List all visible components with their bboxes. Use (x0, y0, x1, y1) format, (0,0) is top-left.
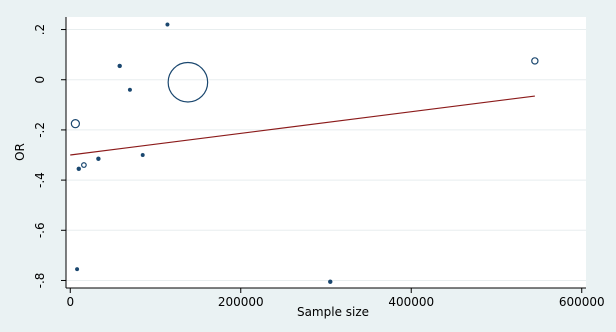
axes (65, 17, 586, 289)
data-point-11 (328, 279, 333, 284)
data-point-9 (76, 166, 82, 172)
fit-line (70, 95, 535, 156)
data-point-1 (117, 63, 122, 69)
tick-marks: 0 200000 400000 600000 .2 0 -.2 -.4 -.6 -.8 (33, 24, 605, 309)
grid-lines (66, 29, 586, 281)
data-point-2 (127, 87, 132, 92)
x-tick-label-1: 200000 (218, 295, 264, 309)
y-tick-label-3: -.4 (33, 172, 47, 188)
y-axis-label: OR (13, 143, 27, 161)
data-point-0 (165, 22, 170, 27)
data-point-7 (96, 156, 101, 161)
data-point-4 (531, 57, 539, 65)
data-point-5 (70, 119, 81, 129)
data-point-10 (75, 267, 80, 272)
data-point-8 (81, 162, 87, 168)
y-tick-label-2: -.2 (33, 122, 47, 138)
scatter-points (70, 22, 539, 284)
x-tick-label-2: 400000 (388, 295, 434, 309)
plot-area (66, 17, 586, 288)
data-point-6 (140, 152, 145, 158)
data-point-3 (167, 61, 209, 103)
fit-line-layer (70, 95, 535, 156)
x-axis-label: Sample size (297, 305, 369, 319)
y-tick-label-5: -.8 (33, 273, 47, 289)
y-tick-label-0: .2 (33, 24, 47, 35)
x-tick-label-0: 0 (66, 295, 74, 309)
x-tick-label-3: 600000 (559, 295, 605, 309)
y-tick-label-4: -.6 (33, 222, 47, 238)
y-tick-label-1: 0 (33, 76, 47, 84)
